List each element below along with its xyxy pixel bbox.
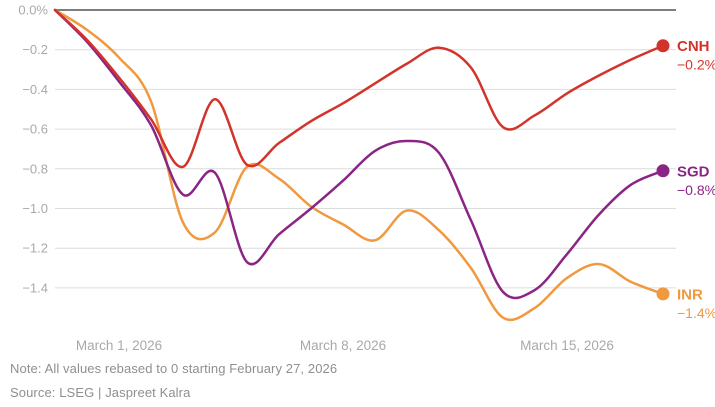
y-tick-label: −1.2 <box>22 241 48 256</box>
x-tick-label: March 8, 2026 <box>300 338 386 353</box>
series-label-sgd: SGD <box>677 163 710 180</box>
x-tick-label: March 1, 2026 <box>76 338 162 353</box>
series-value-label-sgd: −0.8% <box>677 182 715 198</box>
series-line-cnh <box>53 8 665 169</box>
y-tick-label: −0.6 <box>22 122 48 137</box>
series-value-label-cnh: −0.2% <box>677 57 715 73</box>
y-tick-label: −1.0 <box>22 201 48 216</box>
x-tick-label: March 15, 2026 <box>520 338 614 353</box>
series-endpoint-inr <box>656 287 670 301</box>
series-line-inr <box>53 8 665 322</box>
y-tick-label: −0.8 <box>22 161 48 176</box>
y-tick-label: −0.4 <box>22 82 48 97</box>
series-label-inr: INR <box>677 286 703 303</box>
chart-source: Source: LSEG | Jaspreet Kalra <box>10 385 191 400</box>
y-tick-label: 0.0% <box>18 3 48 18</box>
series-endpoint-cnh <box>656 39 670 53</box>
line-chart-canvas: 0.0% −0.2 −0.4 −0.6 −0.8 −1.0 −1.2 −1.4 March 1,… <box>18 3 715 354</box>
series-label-cnh: CNH <box>677 38 710 55</box>
series-value-label-inr: −1.4% <box>677 305 715 321</box>
series-endpoint-sgd <box>656 164 670 178</box>
y-tick-label: −0.2 <box>22 42 48 57</box>
y-tick-label: −1.4 <box>22 280 48 295</box>
series-line-sgd <box>53 8 665 300</box>
chart-note: Note: All values rebased to 0 starting F… <box>10 361 338 376</box>
